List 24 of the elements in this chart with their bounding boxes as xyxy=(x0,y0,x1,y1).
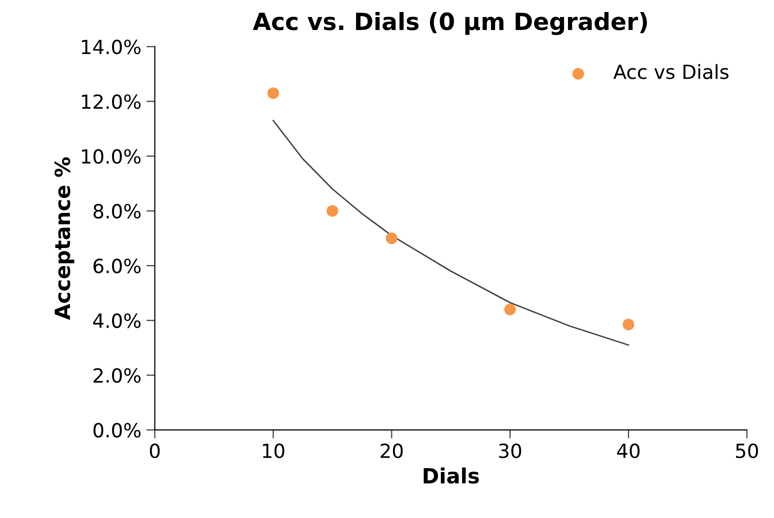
x-axis-title: Dials xyxy=(424,468,479,484)
point xyxy=(504,304,516,316)
y-tick-label: 6.0% xyxy=(94,258,141,274)
x-tick-label: 10 xyxy=(262,443,284,458)
y-tick-label: 4.0% xyxy=(93,313,141,328)
x-tick-label: 0 xyxy=(150,443,160,458)
y-tick-label: 12.0% xyxy=(82,94,141,110)
legend-label: Acc vs Dials xyxy=(613,64,728,80)
point xyxy=(267,87,280,99)
x-tick-label: 30 xyxy=(499,443,522,458)
line-series xyxy=(272,120,630,346)
point xyxy=(386,232,398,244)
y-tick-label: 2.0% xyxy=(94,368,141,383)
x-tick-label: 20 xyxy=(380,443,403,458)
x-tick-label: 50 xyxy=(736,443,758,458)
y-tick-label: 14.0% xyxy=(82,40,141,54)
point xyxy=(326,205,338,217)
y-tick-label: 0.0% xyxy=(93,422,141,438)
point xyxy=(622,318,634,330)
y-tick-label: 8.0% xyxy=(94,204,141,219)
chart-title: Acc vs. Dials (0 µm Degrader) xyxy=(252,12,647,36)
y-tick-label: 10.0% xyxy=(82,149,141,164)
y-axis-title: Acceptance % xyxy=(54,157,74,320)
x-tick-label: 40 xyxy=(617,443,640,458)
